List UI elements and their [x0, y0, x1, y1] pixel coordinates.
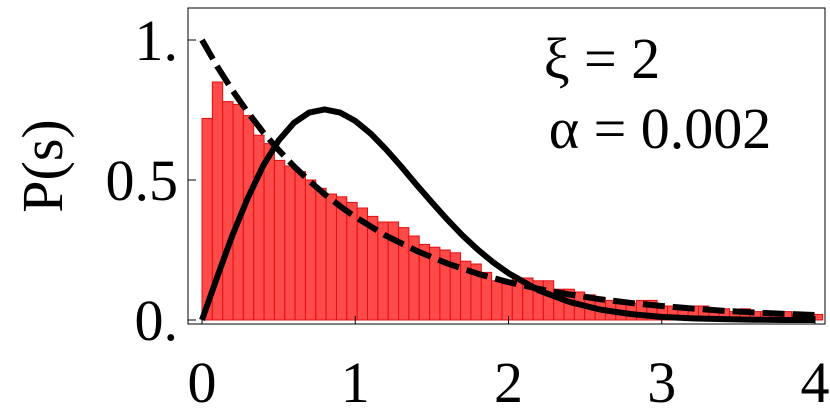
histogram-bar — [367, 215, 379, 321]
x-tick-label: 1 — [341, 350, 370, 413]
x-tick-label: 0 — [188, 350, 217, 413]
annotation-xi: ξ = 2 — [544, 26, 661, 91]
histogram-bar — [346, 201, 358, 321]
histogram-bar — [263, 143, 275, 321]
annotation-alpha: α = 0.002 — [549, 96, 772, 161]
histogram-bar — [294, 171, 306, 321]
histogram-bar — [284, 165, 296, 321]
histogram-bar — [315, 187, 327, 321]
histogram-bar — [325, 193, 337, 321]
x-axis-ticks: 0 1 2 3 4 — [188, 316, 830, 413]
histogram-bar — [242, 115, 255, 321]
dashed-curve — [199, 38, 816, 318]
y-tick-label: 0.5 — [106, 148, 179, 213]
plot-frame — [187, 7, 826, 325]
histogram-bar — [304, 179, 317, 321]
y-axis-label: P(s) — [10, 119, 75, 212]
histogram-bar — [222, 101, 234, 321]
histogram-bar — [491, 280, 503, 321]
x-tick-label: 2 — [494, 350, 523, 413]
histogram-bar — [501, 283, 513, 321]
histogram-bar — [273, 159, 286, 321]
y-tick-label: 0. — [135, 288, 179, 353]
y-axis-ticks: 0. 0.5 1. — [106, 8, 196, 353]
x-tick-label: 3 — [647, 350, 676, 413]
histogram-bar — [480, 271, 493, 321]
x-tick-label: 4 — [801, 350, 830, 413]
y-tick-label: 1. — [135, 8, 179, 73]
histogram-bar — [542, 280, 555, 321]
histogram-bar — [429, 246, 441, 321]
histogram-bar — [335, 196, 348, 321]
